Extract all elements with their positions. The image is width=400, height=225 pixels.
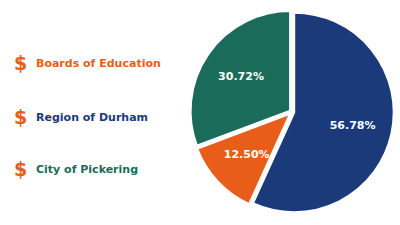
legend-symbol: $	[14, 106, 27, 128]
chart: 56.78% 12.50% 30.72% $ Boards of Education $ R…	[0, 0, 400, 225]
data-label: 30.72%	[218, 70, 264, 83]
legend-label: Region of Durham	[36, 111, 148, 124]
legend-symbol: $	[14, 52, 27, 74]
data-label: 12.50%	[224, 148, 270, 161]
data-label: 56.78%	[330, 119, 376, 132]
pie-slice	[190, 11, 290, 146]
legend-label: Boards of Education	[36, 57, 161, 70]
legend-symbol: $	[14, 158, 27, 180]
legend-panel: $ Boards of Education $ Region of Durham $ Ci…	[14, 52, 161, 180]
pie	[190, 11, 394, 213]
legend-label: City of Pickering	[36, 163, 138, 176]
data-labels: 56.78% 12.50% 30.72%	[218, 70, 375, 161]
